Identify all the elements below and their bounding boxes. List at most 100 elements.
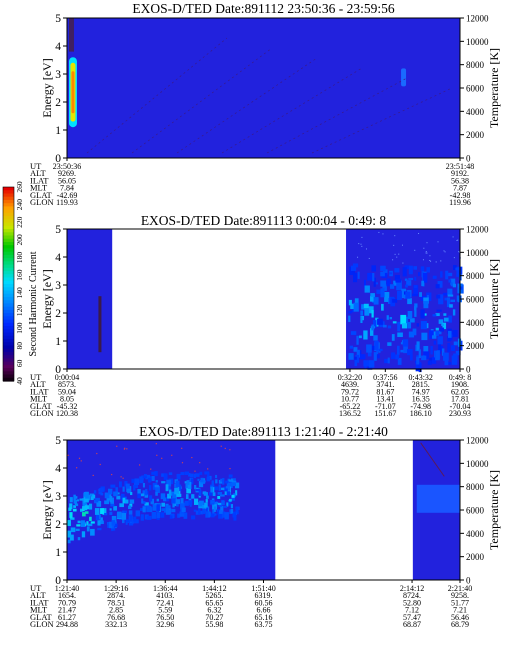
column-value: 1908. [451,380,469,389]
colorbar-tick-label: 80 [15,342,24,350]
spectral-dot [122,477,124,479]
colorbar-cell [3,316,14,321]
spectral-cell [407,311,413,320]
spectral-cell [348,353,354,360]
spectral-cell [99,487,104,492]
column-value: -42.69 [57,191,78,200]
colorbar-cell [3,368,14,372]
spectral-cell [214,486,219,491]
spectral-cell [161,481,166,484]
spectral-cell [451,355,458,365]
spectral-cell [84,497,89,503]
row-label-glat: GLAT [30,612,53,622]
spectral-cell [210,486,214,493]
no-data-gap [112,229,347,369]
spectral-cell [81,531,86,538]
spectral-cell [205,511,210,518]
spectral-cell [409,354,413,361]
colorbar-tick-label: 200 [15,234,24,246]
spectral-cell [380,271,385,277]
spectral-cell [414,285,418,289]
spectral-cell [195,510,200,515]
column-value: 2:14:12 [400,584,424,593]
spectral-cell [139,476,144,484]
colorbar-cell [3,358,14,363]
streak [266,77,408,154]
y-tick-label: 1 [55,547,61,559]
spectral-cell [448,272,453,277]
y-tick-label: 1 [55,336,61,348]
spectral-cell [187,482,192,489]
column-value: 2874. [107,591,125,600]
spectral-cell [446,297,451,308]
colorbar-tick-label: 100 [15,322,24,334]
colorbar-cell [3,309,14,314]
spectral-cell [392,299,398,303]
spectral-cell [116,495,121,500]
spectral-cell [142,501,146,504]
column-value: 70.27 [205,613,223,622]
spectral-cell [195,473,200,477]
spectral-cell [375,317,379,327]
column-value: 76.68 [107,613,125,622]
row-label-glon: GLON [30,408,54,418]
spectral-cell [450,282,453,287]
spectral-cell [441,348,445,356]
spectral-cell [443,317,449,322]
spectral-cell [438,319,444,324]
spectral-cell [176,502,179,507]
spectral-cell [229,509,233,514]
spectral-cell [235,482,240,489]
spectral-cell [403,344,408,354]
spectral-cell [144,494,149,498]
spectral-dot [457,239,459,241]
spectral-cell [140,493,144,497]
colorbar-cell [3,348,14,353]
column-value: -42.98 [450,191,471,200]
row-label-glat: GLAT [30,401,53,411]
colorbar-cell [3,267,14,272]
y-tick-label: 4 [55,41,61,53]
spectral-cell [141,498,144,504]
spectral-cell [160,493,166,500]
spectral-cell [426,294,429,299]
row-label-mlt: MLT [30,394,48,404]
spectral-cell [442,322,447,330]
y2-tick-label: 4000 [466,529,485,539]
spectral-cell [400,349,404,353]
spectral-cell [152,503,157,511]
spectral-dot [199,462,201,464]
spectral-cell [156,498,159,502]
spectral-cell [396,345,400,355]
spectral-cell [175,480,180,488]
spectral-cell [352,263,359,268]
spectral-cell [374,340,379,351]
spectral-cell [185,483,189,489]
spectral-cell [195,488,201,492]
spectral-cell [420,295,426,301]
spectral-dot [453,257,455,259]
spectral-cell [225,488,228,492]
spectral-cell [127,490,132,494]
spectral-cell [161,508,166,512]
spectral-cell [134,478,140,486]
spectral-cell [432,335,437,339]
spectral-cell [386,278,391,287]
column-value: 136.52 [339,409,361,418]
spectral-cell [133,484,136,491]
spectral-cell [407,298,412,305]
spectral-cell [395,354,399,360]
spectral-cell [410,318,415,323]
colorbar-cell [3,225,14,230]
spectral-dot [155,443,157,445]
spectral-cell [215,479,218,484]
spectral-cell [351,271,355,274]
spectral-cell [377,354,380,359]
spectral-cell [155,480,158,483]
colorbar-cell [3,222,14,227]
spectral-cell [427,360,432,365]
spectral-cell [133,519,139,524]
spectral-cell [142,506,146,513]
spectral-cell [76,524,81,527]
dark-streak [98,296,102,353]
